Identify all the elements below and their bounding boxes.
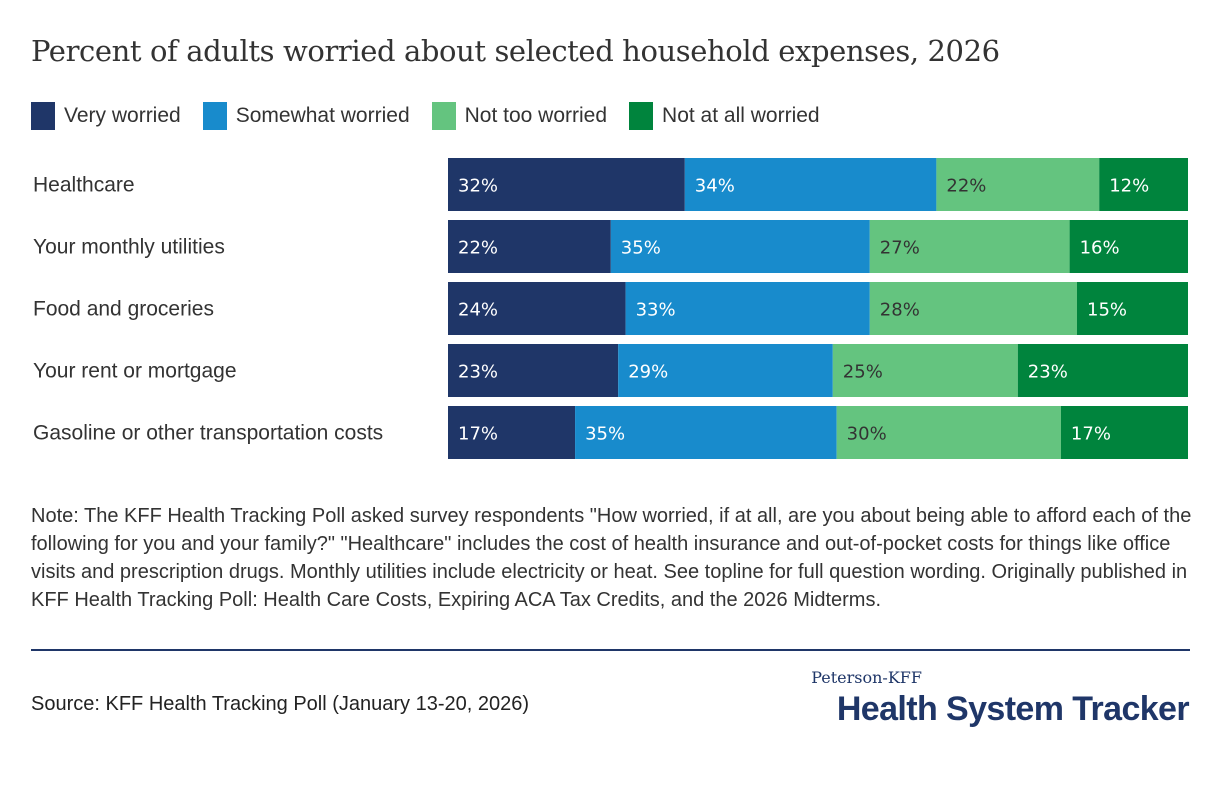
- legend-swatch-not-too-worried: [431, 102, 456, 130]
- legend-item-not-at-all-worried: Not at all worried: [629, 102, 820, 130]
- data-label-healthcare-not-too-worried: 22%: [946, 176, 986, 197]
- data-label-food-and-groceries-not-too-worried: 28%: [880, 300, 920, 321]
- bar-your-rent-or-mortgage-not-at-all-worried: [1017, 344, 1188, 397]
- data-label-your-rent-or-mortgage-very-worried: 23%: [458, 362, 498, 383]
- bar-food-and-groceries-not-at-all-worried: [1077, 282, 1188, 335]
- chart-title: Percent of adults worried about selected…: [31, 34, 1000, 68]
- bar-healthcare-somewhat-worried: [684, 158, 937, 211]
- bar-food-and-groceries-somewhat-worried: [625, 282, 870, 335]
- data-label-your-monthly-utilities-somewhat-worried: 35%: [621, 238, 661, 259]
- category-label-your-monthly-utilities: Your monthly utilities: [33, 236, 225, 259]
- legend-label-not-at-all-worried: Not at all worried: [662, 104, 820, 127]
- logo-health-system-tracker: Health System Tracker: [836, 690, 1190, 728]
- bar-food-and-groceries-not-too-worried: [869, 282, 1077, 335]
- category-label-your-rent-or-mortgage: Your rent or mortgage: [33, 360, 237, 383]
- data-label-your-monthly-utilities-not-at-all-worried: 16%: [1080, 238, 1120, 259]
- legend-swatch-not-at-all-worried: [629, 102, 654, 130]
- data-label-healthcare-not-at-all-worried: 12%: [1109, 176, 1149, 197]
- legend-label-somewhat-worried: Somewhat worried: [235, 104, 410, 127]
- legend-item-somewhat-worried: Somewhat worried: [202, 102, 410, 130]
- bar-gasoline-or-other-transportation-costs-not-at-all-worried: [1060, 406, 1188, 459]
- bar-your-monthly-utilities-not-too-worried: [869, 220, 1070, 273]
- legend-item-very-worried: Very worried: [31, 102, 181, 130]
- data-label-your-rent-or-mortgage-not-at-all-worried: 23%: [1028, 362, 1068, 383]
- data-label-gasoline-or-other-transportation-costs-very-worried: 17%: [458, 424, 498, 445]
- legend-item-not-too-worried: Not too worried: [431, 102, 608, 130]
- bar-gasoline-or-other-transportation-costs-somewhat-worried: [575, 406, 837, 459]
- legend-label-not-too-worried: Not too worried: [464, 104, 608, 127]
- data-label-gasoline-or-other-transportation-costs-somewhat-worried: 35%: [585, 424, 625, 445]
- data-label-food-and-groceries-very-worried: 24%: [458, 300, 498, 321]
- bar-healthcare-not-too-worried: [936, 158, 1100, 211]
- data-label-healthcare-very-worried: 32%: [458, 176, 498, 197]
- legend-label-very-worried: Very worried: [64, 104, 181, 127]
- data-label-your-rent-or-mortgage-somewhat-worried: 29%: [628, 362, 668, 383]
- category-label-healthcare: Healthcare: [33, 174, 135, 197]
- bar-healthcare-not-at-all-worried: [1099, 158, 1188, 211]
- bar-your-monthly-utilities-not-at-all-worried: [1069, 220, 1188, 273]
- bar-your-rent-or-mortgage-somewhat-worried: [618, 344, 833, 397]
- category-label-food-and-groceries: Food and groceries: [33, 298, 214, 321]
- bar-gasoline-or-other-transportation-costs-very-worried: [448, 406, 576, 459]
- legend-swatch-somewhat-worried: [202, 102, 227, 130]
- bar-your-monthly-utilities-somewhat-worried: [610, 220, 870, 273]
- data-label-gasoline-or-other-transportation-costs-not-too-worried: 30%: [847, 424, 887, 445]
- data-label-gasoline-or-other-transportation-costs-not-at-all-worried: 17%: [1071, 424, 1111, 445]
- data-label-your-monthly-utilities-not-too-worried: 27%: [880, 238, 920, 259]
- logo-peterson-kff: Peterson-KFF: [811, 668, 922, 687]
- source-text: Source: KFF Health Tracking Poll (Januar…: [31, 693, 530, 715]
- bar-your-monthly-utilities-very-worried: [448, 220, 611, 273]
- category-label-gasoline-or-other-transportation-costs: Gasoline or other transportation costs: [33, 422, 383, 445]
- bar-your-rent-or-mortgage-not-too-worried: [832, 344, 1018, 397]
- chart-note: Note: The KFF Health Tracking Poll asked…: [31, 505, 1192, 611]
- divider: [31, 649, 1190, 651]
- stacked-bar-chart: Healthcare 32% 34% 22% 12% Your monthly utili…: [33, 158, 1188, 459]
- legend: Very worried Somewhat worried Not too wo…: [31, 102, 842, 130]
- data-label-food-and-groceries-not-at-all-worried: 15%: [1087, 300, 1127, 321]
- bar-food-and-groceries-very-worried: [448, 282, 626, 335]
- bar-your-rent-or-mortgage-very-worried: [448, 344, 619, 397]
- data-label-food-and-groceries-somewhat-worried: 33%: [636, 300, 676, 321]
- data-label-your-monthly-utilities-very-worried: 22%: [458, 238, 498, 259]
- data-label-healthcare-somewhat-worried: 34%: [695, 176, 735, 197]
- bar-healthcare-very-worried: [448, 158, 685, 211]
- data-label-your-rent-or-mortgage-not-too-worried: 25%: [843, 362, 883, 383]
- bar-gasoline-or-other-transportation-costs-not-too-worried: [836, 406, 1061, 459]
- legend-swatch-very-worried: [31, 102, 55, 130]
